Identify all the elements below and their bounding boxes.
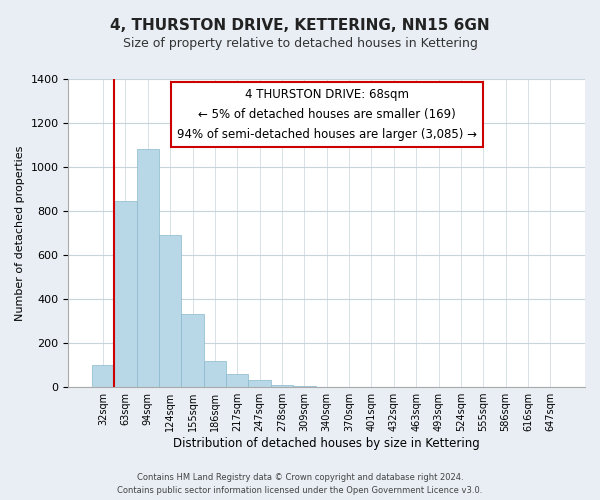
Bar xyxy=(271,385,293,387)
Text: Size of property relative to detached houses in Kettering: Size of property relative to detached ho… xyxy=(122,38,478,51)
Bar xyxy=(204,360,226,387)
Bar xyxy=(92,365,114,387)
Text: 4, THURSTON DRIVE, KETTERING, NN15 6GN: 4, THURSTON DRIVE, KETTERING, NN15 6GN xyxy=(110,18,490,32)
Bar xyxy=(159,235,181,387)
Text: 4 THURSTON DRIVE: 68sqm
← 5% of detached houses are smaller (169)
94% of semi-de: 4 THURSTON DRIVE: 68sqm ← 5% of detached… xyxy=(177,88,477,141)
Bar xyxy=(114,201,137,387)
Text: Contains HM Land Registry data © Crown copyright and database right 2024.
Contai: Contains HM Land Registry data © Crown c… xyxy=(118,474,482,495)
Y-axis label: Number of detached properties: Number of detached properties xyxy=(15,146,25,320)
Bar xyxy=(226,374,248,387)
X-axis label: Distribution of detached houses by size in Kettering: Distribution of detached houses by size … xyxy=(173,437,480,450)
Bar xyxy=(248,380,271,387)
Bar xyxy=(293,386,316,387)
Bar xyxy=(181,314,204,387)
Bar xyxy=(137,150,159,387)
